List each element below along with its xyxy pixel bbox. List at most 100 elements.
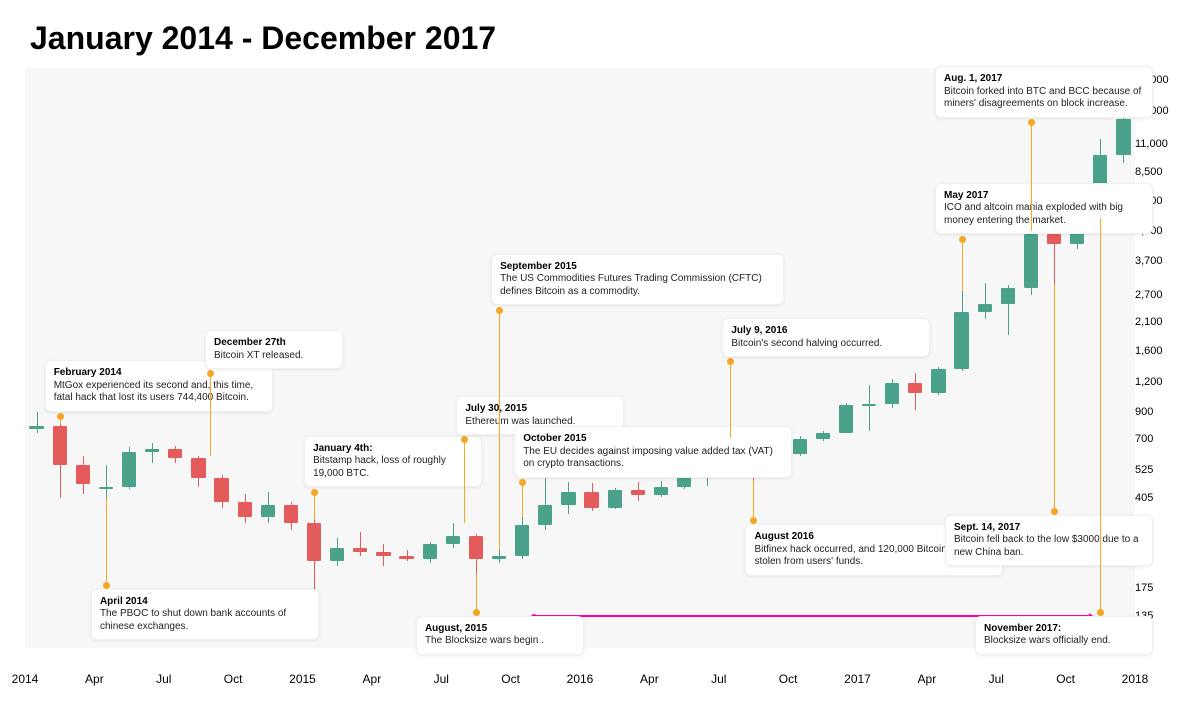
annotation-dot bbox=[311, 489, 318, 496]
x-tick-label: Oct bbox=[779, 672, 798, 686]
annotation-date: October 2015 bbox=[523, 433, 586, 444]
page-title: January 2014 - December 2017 bbox=[30, 20, 496, 57]
candle-body bbox=[793, 439, 807, 454]
annotation: December 27thBitcoin XT released. bbox=[210, 68, 211, 648]
annotation-date: Aug. 1, 2017 bbox=[944, 73, 1002, 84]
x-tick-label: Apr bbox=[640, 672, 659, 686]
candle-body bbox=[122, 452, 136, 486]
annotation-line bbox=[753, 480, 754, 520]
x-tick-label: Apr bbox=[363, 672, 382, 686]
y-tick-label: 1,600 bbox=[1135, 345, 1175, 357]
annotation-card: Aug. 1, 2017 Bitcoin forked into BTC and … bbox=[935, 66, 1153, 118]
x-tick-label: Jul bbox=[989, 672, 1004, 686]
annotation-dot bbox=[496, 307, 503, 314]
candle-body bbox=[584, 492, 598, 508]
x-tick-label: 2018 bbox=[1122, 672, 1149, 686]
annotation-date: November 2017: bbox=[984, 623, 1061, 634]
annotation-dot bbox=[473, 609, 480, 616]
annotation-date: Sept. 14, 2017 bbox=[954, 522, 1020, 533]
annotation-dot bbox=[1097, 609, 1104, 616]
candle-body bbox=[654, 487, 668, 496]
candle-body bbox=[446, 536, 460, 544]
y-tick-label: 8,500 bbox=[1135, 166, 1175, 178]
annotation-dot bbox=[519, 479, 526, 486]
annotation-line bbox=[314, 492, 315, 520]
annotation-dot bbox=[750, 517, 757, 524]
annotation-date: December 27th bbox=[214, 337, 286, 348]
annotation-date: May 2017 bbox=[944, 190, 988, 201]
annotation-text: The US Commodities Futures Trading Commi… bbox=[500, 273, 762, 297]
annotation-line bbox=[1031, 122, 1032, 231]
annotation-line bbox=[522, 482, 523, 517]
annotation-card: October 2015 The EU decides against impos… bbox=[514, 426, 792, 478]
annotation-date: August 2016 bbox=[754, 531, 813, 542]
candle-body bbox=[261, 505, 275, 517]
annotation-dot bbox=[959, 236, 966, 243]
candle-body bbox=[423, 544, 437, 559]
annotation-dot bbox=[103, 582, 110, 589]
candle-body bbox=[238, 502, 252, 517]
annotation-text: ICO and altcoin mania exploded with big … bbox=[944, 202, 1123, 226]
annotation-date: July 9, 2016 bbox=[731, 325, 787, 336]
x-tick-label: 2017 bbox=[844, 672, 871, 686]
candle-body bbox=[1001, 288, 1015, 304]
x-tick-label: 2016 bbox=[567, 672, 594, 686]
x-tick-label: Jul bbox=[156, 672, 171, 686]
annotation-text: Bitcoin XT released. bbox=[214, 350, 303, 361]
candle-wick bbox=[37, 412, 38, 433]
candle-body bbox=[631, 490, 645, 495]
annotation-dot bbox=[57, 413, 64, 420]
annotation-card: Sept. 14, 2017Bitcoin fell back to the l… bbox=[945, 515, 1153, 567]
annotation-line bbox=[464, 439, 465, 523]
candle-body bbox=[1116, 119, 1130, 155]
annotation-line bbox=[730, 361, 731, 438]
annotation: August 2016Bitfinex hack occurred, and 1… bbox=[753, 68, 754, 648]
annotation-line bbox=[106, 498, 107, 585]
annotation-dot bbox=[461, 436, 468, 443]
annotation-dot bbox=[207, 370, 214, 377]
candle-body bbox=[885, 383, 899, 405]
candle-body bbox=[168, 449, 182, 458]
annotation-date: January 4th: bbox=[313, 443, 372, 454]
candle-body bbox=[191, 458, 205, 478]
x-tick-label: 2014 bbox=[12, 672, 39, 686]
annotation-text: Blocksize wars officially end. bbox=[984, 635, 1111, 646]
annotation-text: The Blocksize wars begin . bbox=[425, 635, 544, 646]
annotation-line bbox=[499, 310, 500, 550]
y-tick-label: 175 bbox=[1135, 582, 1175, 594]
annotation-card: September 2015The US Commodities Futures… bbox=[491, 254, 784, 306]
annotation-card: January 4th:Bitstamp hack, loss of rough… bbox=[304, 436, 482, 488]
candle-body bbox=[561, 492, 575, 505]
x-tick-label: Apr bbox=[918, 672, 937, 686]
x-tick-label: Apr bbox=[85, 672, 104, 686]
y-tick-label: 11,000 bbox=[1135, 138, 1175, 150]
annotation: October 2015The EU decides against impos… bbox=[522, 68, 523, 648]
annotation: January 4th:Bitstamp hack, loss of rough… bbox=[314, 68, 315, 648]
candle-body bbox=[29, 426, 43, 429]
y-tick-label: 3,700 bbox=[1135, 255, 1175, 267]
candle-wick bbox=[152, 443, 153, 464]
candle-body bbox=[330, 548, 344, 561]
candle-body bbox=[931, 369, 945, 393]
x-tick-label: 2015 bbox=[289, 672, 316, 686]
candle-body bbox=[538, 505, 552, 525]
candle-body bbox=[816, 433, 830, 440]
y-tick-label: 1,200 bbox=[1135, 376, 1175, 388]
annotation-card: April 2014The PBOC to shut down bank acc… bbox=[91, 589, 319, 641]
candle-body bbox=[399, 556, 413, 558]
candle-body bbox=[908, 383, 922, 393]
annotation-text: The PBOC to shut down bank accounts of c… bbox=[100, 608, 286, 632]
annotation-text: Bitcoin forked into BTC and BCC because … bbox=[944, 86, 1141, 110]
annotation-text: Bitcoin fell back to the low $3000 due t… bbox=[954, 534, 1139, 558]
candle-body bbox=[839, 405, 853, 433]
candle-wick bbox=[985, 283, 986, 319]
annotation-line bbox=[962, 239, 963, 291]
annotation: Sept. 14, 2017Bitcoin fell back to the l… bbox=[1054, 68, 1055, 648]
candlestick-chart: 1051351752353054055257009001,2001,6002,1… bbox=[25, 68, 1175, 668]
annotation-line bbox=[210, 373, 211, 456]
annotation-text: The EU decides against imposing value ad… bbox=[523, 446, 773, 470]
annotation: April 2014The PBOC to shut down bank acc… bbox=[106, 68, 107, 648]
annotation: July 9, 2016Bitcoin's second halving occ… bbox=[730, 68, 731, 648]
annotation: August, 2015The Blocksize wars begin . bbox=[476, 68, 477, 648]
annotation-date: April 2014 bbox=[100, 596, 148, 607]
